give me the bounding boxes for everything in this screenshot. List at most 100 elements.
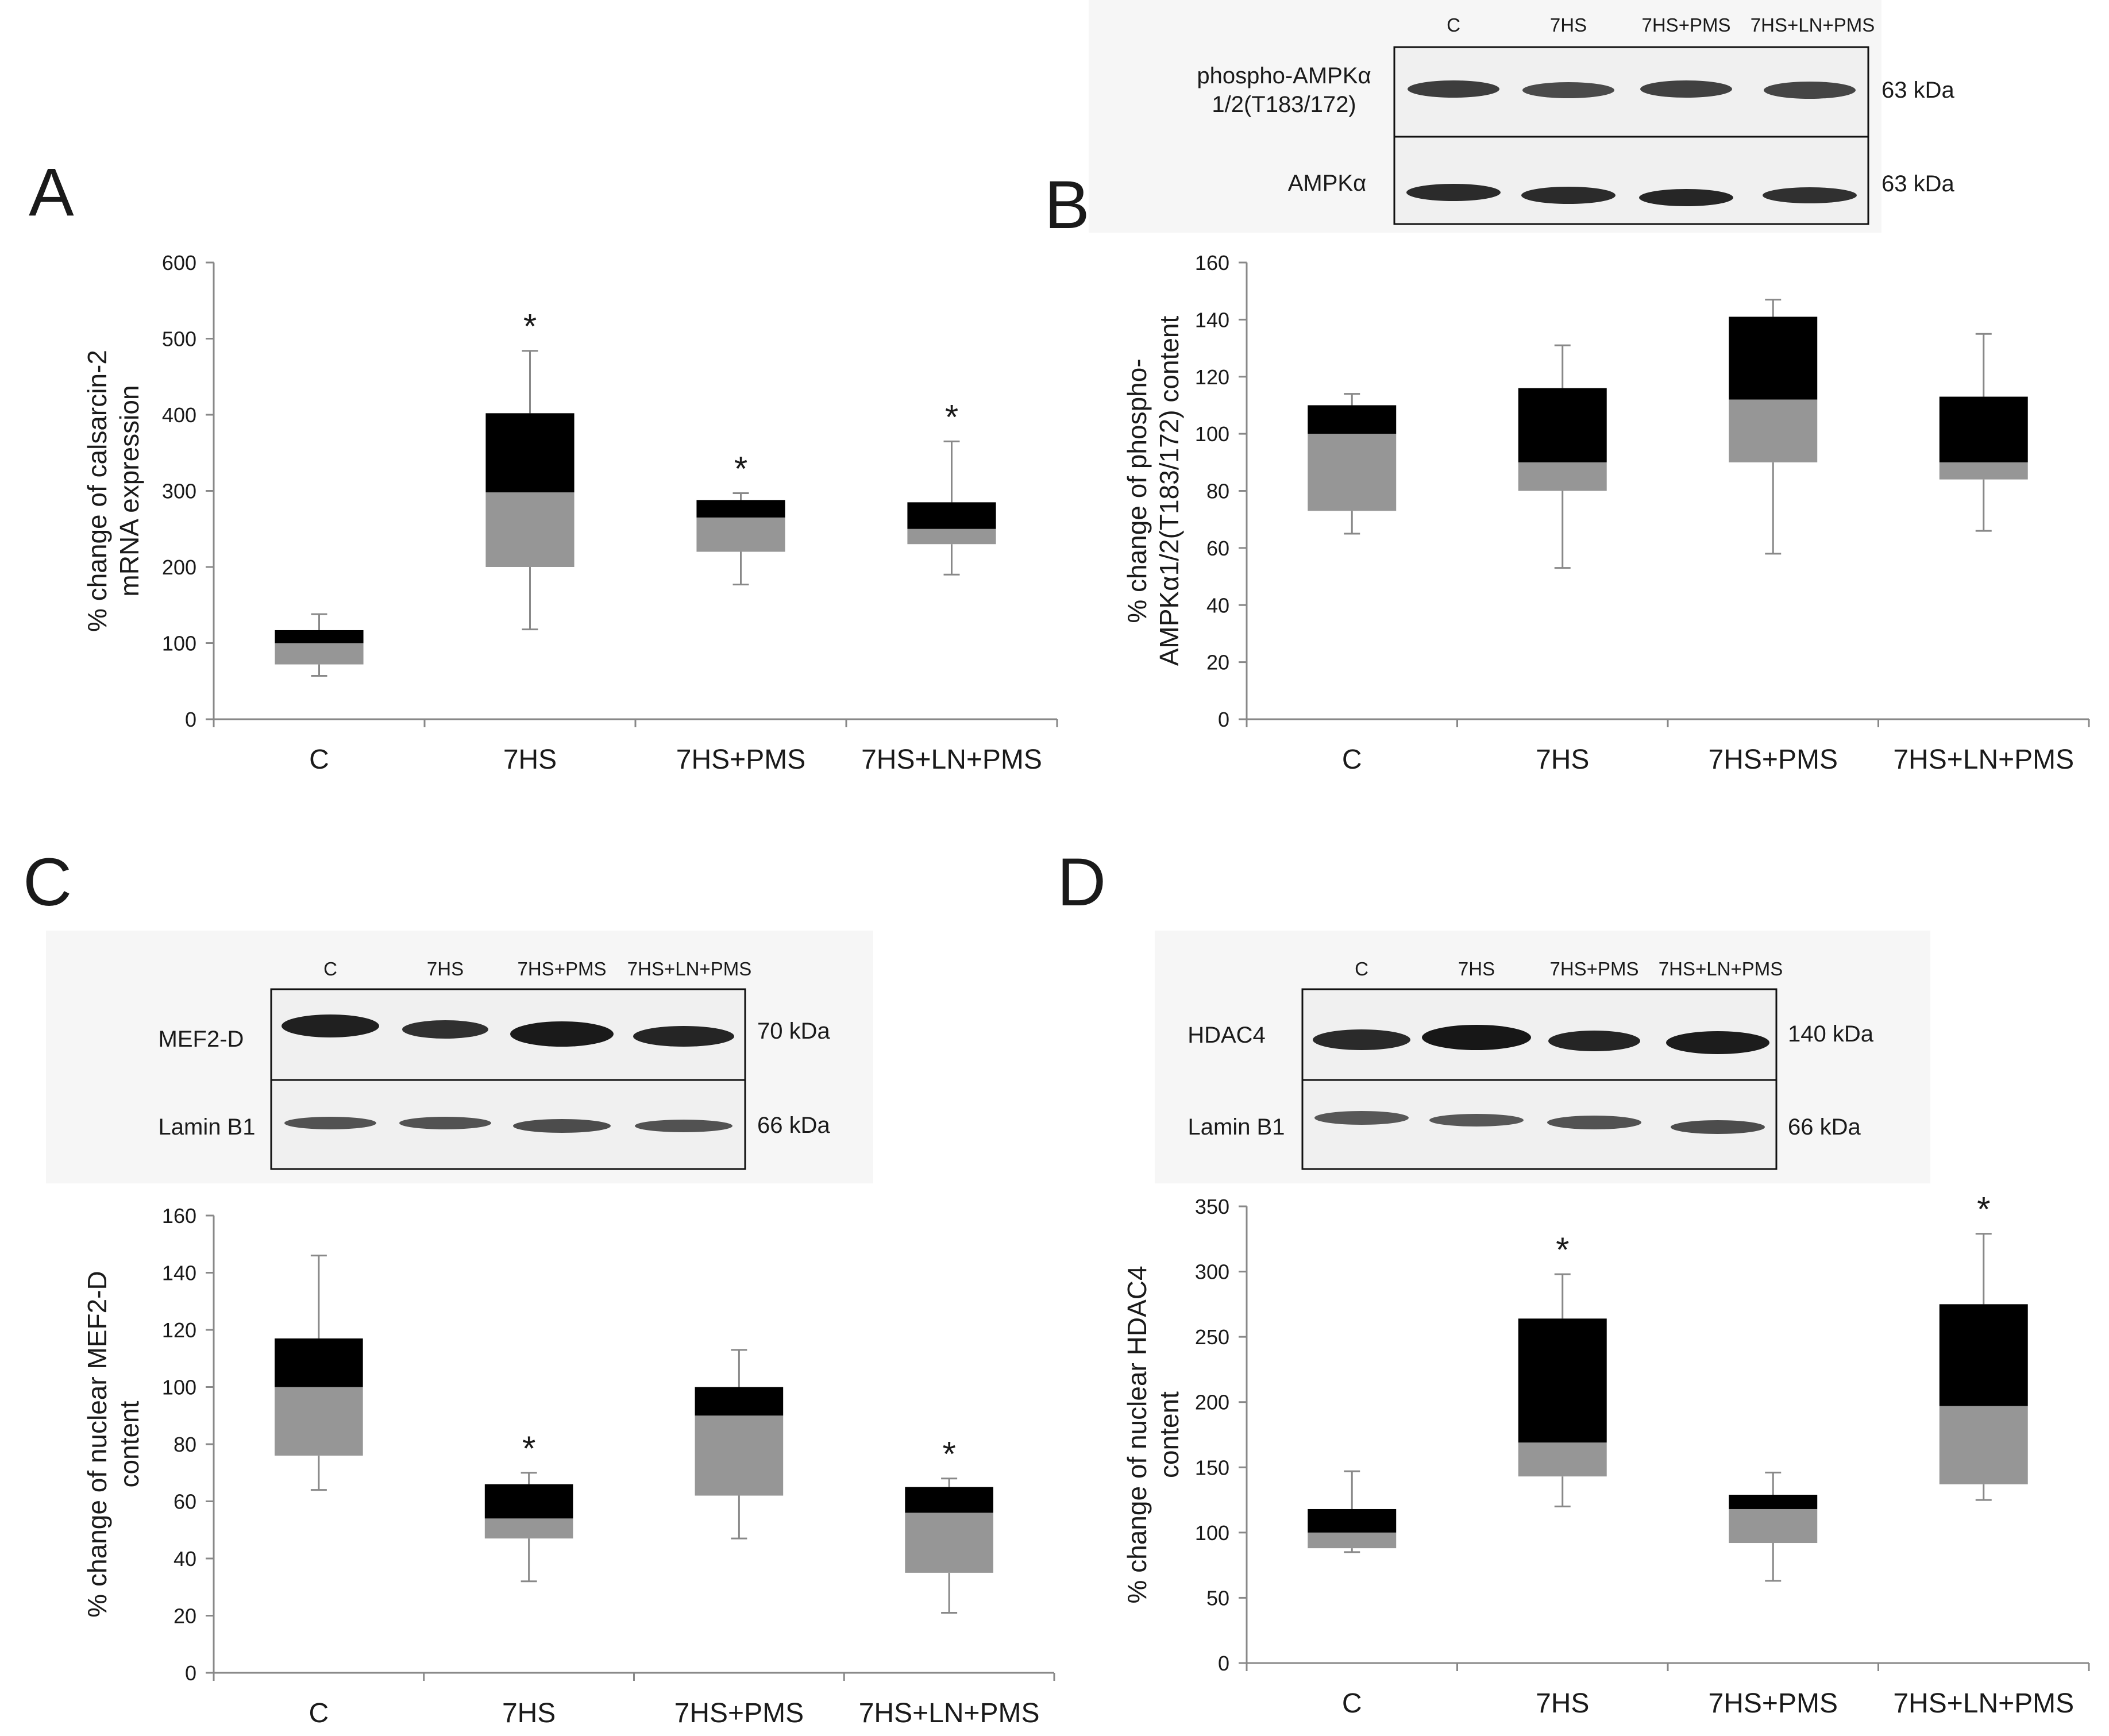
chart-b-y-tick-label: 60 [1206, 537, 1229, 560]
blot-b-membrane-2 [1393, 136, 1869, 225]
chart-a-y-tick-label: 400 [162, 403, 196, 427]
chart-b-box-upper [1518, 388, 1607, 462]
chart-a-box-upper [275, 630, 364, 643]
chart-d-y-axis-title-line: content [1154, 1391, 1184, 1478]
chart-a-y-axis-title-line: % change of calsarcin-2 [82, 350, 112, 632]
blot-b-band [1521, 187, 1616, 204]
blot-d-band [1671, 1120, 1765, 1134]
chart-d-category-label: 7HS+PMS [1709, 1688, 1838, 1719]
chart-d-y-tick-label: 150 [1195, 1456, 1229, 1479]
blot-c-lane-c: C [323, 958, 337, 979]
blot-b-protein-phospho-line2: 1/2(T183/172) [1212, 92, 1356, 117]
chart-c-box-lower [905, 1513, 993, 1573]
blot-c-protein-laminb1: Lamin B1 [159, 1114, 256, 1140]
blot-d-band [1429, 1114, 1524, 1127]
chart-d-box-lower [1518, 1442, 1607, 1477]
blot-c-kda-2: 66 kDa [757, 1113, 830, 1138]
chart-c-category-label: C [309, 1698, 329, 1729]
blot-b-protein-total: AMPKα [1288, 171, 1366, 196]
chart-c-box-upper [484, 1484, 573, 1519]
chart-a-y-tick-label: 600 [162, 251, 196, 275]
chart-c-significance-star: * [942, 1435, 955, 1473]
blot-d-kda-1: 140 kDa [1788, 1021, 1874, 1047]
blot-d-lane-7hs-ln-pms: 7HS+LN+PMS [1659, 958, 1783, 979]
chart-d-y-axis-title-line: % change of nuclear HDAC4 [1122, 1266, 1152, 1603]
chart-a-y-tick-label: 100 [162, 632, 196, 655]
chart-b-category-label: 7HS+PMS [1709, 744, 1838, 775]
blot-b-kda-2: 63 kDa [1881, 171, 1954, 196]
chart-b-y-tick-label: 100 [1195, 422, 1229, 446]
chart-b-box-lower [1308, 434, 1397, 511]
chart-a-calsarcin2: 0 100 200 300 400 500 600 % change of calsarcin… [82, 251, 1058, 775]
chart-a-y-tick-label: 0 [185, 708, 196, 731]
chart-b-category-label: 7HS+LN+PMS [1893, 744, 2074, 775]
chart-a-category-label: 7HS+PMS [676, 744, 805, 775]
chart-d-category-label: 7HS [1536, 1688, 1589, 1719]
chart-a-significance-star: * [945, 398, 958, 436]
blot-d-band [1313, 1029, 1410, 1050]
chart-d-y-tick-label: 50 [1206, 1586, 1229, 1610]
chart-c-y-tick-label: 40 [173, 1547, 196, 1571]
blot-d-kda-2: 66 kDa [1788, 1114, 1861, 1140]
panel-letter-c: C [23, 844, 72, 920]
chart-c-category-label: 7HS+PMS [674, 1698, 804, 1729]
chart-c-box-lower [275, 1387, 363, 1456]
chart-d-y-tick-label: 350 [1195, 1195, 1229, 1218]
chart-c-y-tick-label: 20 [173, 1604, 196, 1628]
chart-b-y-tick-label: 160 [1195, 251, 1229, 275]
chart-b-box-lower [1939, 462, 2028, 480]
chart-d-box-upper [1518, 1318, 1607, 1443]
chart-b-y-tick-label: 140 [1195, 308, 1229, 331]
chart-d-box-upper [1729, 1494, 1818, 1509]
chart-c-y-tick-label: 120 [162, 1318, 196, 1342]
chart-d-box-lower [1939, 1406, 2028, 1484]
blot-b-band [1640, 80, 1732, 98]
panel-letter-b: B [1044, 167, 1090, 243]
blot-d-lane-c: C [1355, 958, 1368, 979]
blot-d-band [1314, 1111, 1409, 1125]
chart-c-box-upper [275, 1338, 363, 1387]
chart-c-box-lower [484, 1518, 573, 1539]
chart-a-box-lower [275, 643, 364, 665]
blot-b-band [1522, 82, 1614, 98]
chart-a-box-lower [485, 492, 575, 567]
blot-c-band [282, 1014, 379, 1037]
blot-d-band [1547, 1116, 1641, 1129]
chart-a-box-lower [696, 517, 785, 552]
chart-c-box-upper [695, 1387, 784, 1416]
chart-a-significance-star: * [734, 449, 747, 488]
western-blot-b: C 7HS 7HS+PMS 7HS+LN+PMS phospho-AMPKα 1… [1089, 0, 1954, 233]
blot-c-lane-7hs: 7HS [427, 958, 464, 979]
blot-b-lane-c: C [1447, 14, 1460, 36]
chart-d-significance-star: * [1977, 1190, 1990, 1229]
blot-c-protein-mef2d: MEF2-D [159, 1027, 244, 1052]
blot-c-band [510, 1021, 614, 1047]
blot-c-band [633, 1026, 734, 1047]
chart-b-box-upper [1939, 396, 2028, 462]
chart-a-category-label: 7HS+LN+PMS [861, 744, 1042, 775]
chart-b-y-axis-title: % change of phospho-AMPKα1/2(T183/172) c… [1122, 315, 1184, 666]
blot-b-kda-1: 63 kDa [1881, 78, 1954, 103]
chart-c-box-lower [695, 1415, 784, 1496]
chart-a-box-lower [907, 528, 996, 545]
chart-c-box-upper [905, 1487, 993, 1513]
blot-b-band [1639, 189, 1733, 206]
chart-d-y-tick-label: 100 [1195, 1521, 1229, 1545]
blot-b-band [1406, 184, 1501, 201]
chart-b-y-tick-label: 0 [1218, 708, 1229, 731]
blot-b-band [1764, 82, 1856, 99]
chart-b-y-tick-label: 20 [1206, 651, 1229, 674]
chart-d-y-tick-label: 300 [1195, 1260, 1229, 1284]
blot-c-band [284, 1117, 376, 1129]
blot-c-band [635, 1120, 732, 1132]
chart-b-y-tick-label: 40 [1206, 593, 1229, 617]
chart-d-box-lower [1729, 1509, 1818, 1544]
chart-c-y-tick-label: 0 [185, 1661, 196, 1685]
blot-b-band [1408, 80, 1499, 98]
chart-d-box-upper [1308, 1509, 1397, 1533]
panel-letter-a: A [29, 155, 74, 230]
chart-c-category-label: 7HS [502, 1698, 556, 1729]
chart-c-mef2d: 0 20 40 60 80 100 120 140 160 % change of nuclear… [82, 1204, 1055, 1729]
blot-c-band [513, 1119, 611, 1133]
chart-d-category-label: 7HS+LN+PMS [1893, 1688, 2074, 1719]
